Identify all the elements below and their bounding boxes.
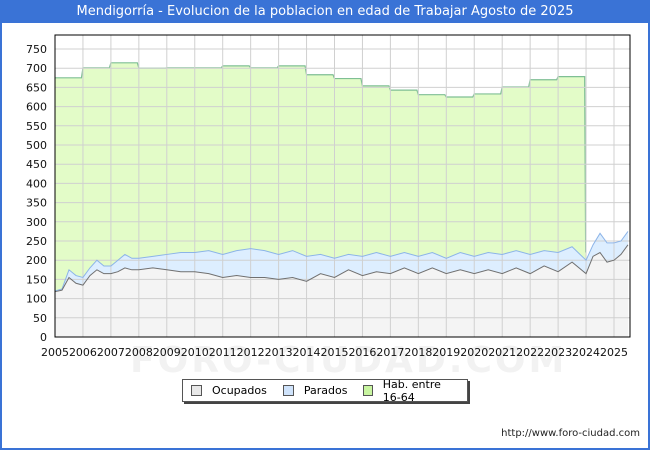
legend-label: Parados bbox=[303, 384, 348, 397]
svg-text:2020: 2020 bbox=[460, 346, 488, 359]
svg-text:2009: 2009 bbox=[153, 346, 181, 359]
svg-text:600: 600 bbox=[26, 101, 47, 114]
svg-text:400: 400 bbox=[26, 177, 47, 190]
svg-text:2024: 2024 bbox=[572, 346, 600, 359]
legend-swatch-parados bbox=[282, 385, 294, 396]
watermark: FORO-CIUDAD.COM bbox=[130, 340, 568, 381]
svg-text:2021: 2021 bbox=[488, 346, 516, 359]
svg-text:300: 300 bbox=[26, 216, 47, 229]
svg-text:500: 500 bbox=[26, 139, 47, 152]
svg-text:0: 0 bbox=[40, 331, 47, 344]
legend-item-ocupados: Ocupados bbox=[191, 384, 267, 397]
legend-swatch-ocupados bbox=[191, 385, 202, 396]
svg-text:2010: 2010 bbox=[181, 346, 209, 359]
svg-text:100: 100 bbox=[26, 293, 47, 306]
svg-text:2015: 2015 bbox=[321, 346, 349, 359]
svg-text:2011: 2011 bbox=[209, 346, 237, 359]
svg-text:650: 650 bbox=[26, 81, 47, 94]
svg-text:150: 150 bbox=[26, 273, 47, 286]
svg-text:2006: 2006 bbox=[69, 346, 97, 359]
svg-text:550: 550 bbox=[26, 120, 47, 133]
svg-text:450: 450 bbox=[26, 158, 47, 171]
svg-text:2023: 2023 bbox=[544, 346, 572, 359]
legend-item-hab: Hab. entre 16-64 bbox=[363, 378, 459, 404]
svg-text:700: 700 bbox=[26, 62, 47, 75]
svg-text:2018: 2018 bbox=[404, 346, 432, 359]
svg-text:2025: 2025 bbox=[600, 346, 628, 359]
svg-text:2019: 2019 bbox=[432, 346, 460, 359]
svg-text:2017: 2017 bbox=[376, 346, 404, 359]
legend-label: Hab. entre 16-64 bbox=[382, 377, 441, 404]
chart-title: Mendigorría - Evolucion de la poblacion … bbox=[0, 0, 650, 23]
svg-text:350: 350 bbox=[26, 197, 47, 210]
svg-text:2013: 2013 bbox=[265, 346, 293, 359]
legend-label: Ocupados bbox=[212, 384, 267, 397]
svg-text:2014: 2014 bbox=[293, 346, 321, 359]
svg-text:50: 50 bbox=[33, 312, 47, 325]
svg-text:2012: 2012 bbox=[237, 346, 265, 359]
svg-text:750: 750 bbox=[26, 43, 47, 56]
legend-item-parados: Parados bbox=[282, 384, 348, 397]
svg-text:2016: 2016 bbox=[348, 346, 376, 359]
svg-text:2022: 2022 bbox=[516, 346, 544, 359]
footer-url[interactable]: http://www.foro-ciudad.com bbox=[501, 428, 640, 439]
legend-swatch-hab bbox=[363, 385, 373, 396]
svg-text:250: 250 bbox=[26, 235, 47, 248]
svg-text:2007: 2007 bbox=[97, 346, 125, 359]
svg-text:2008: 2008 bbox=[125, 346, 153, 359]
legend: Ocupados Parados Hab. entre 16-64 bbox=[182, 378, 468, 404]
svg-text:2005: 2005 bbox=[41, 346, 69, 359]
svg-text:200: 200 bbox=[26, 254, 47, 267]
